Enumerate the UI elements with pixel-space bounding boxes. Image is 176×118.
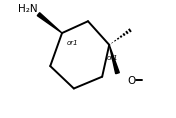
- Polygon shape: [109, 45, 119, 74]
- Polygon shape: [37, 13, 62, 33]
- Text: or1: or1: [107, 55, 118, 61]
- Text: or1: or1: [67, 40, 78, 46]
- Text: H₂N: H₂N: [18, 4, 37, 14]
- Text: O: O: [127, 76, 135, 86]
